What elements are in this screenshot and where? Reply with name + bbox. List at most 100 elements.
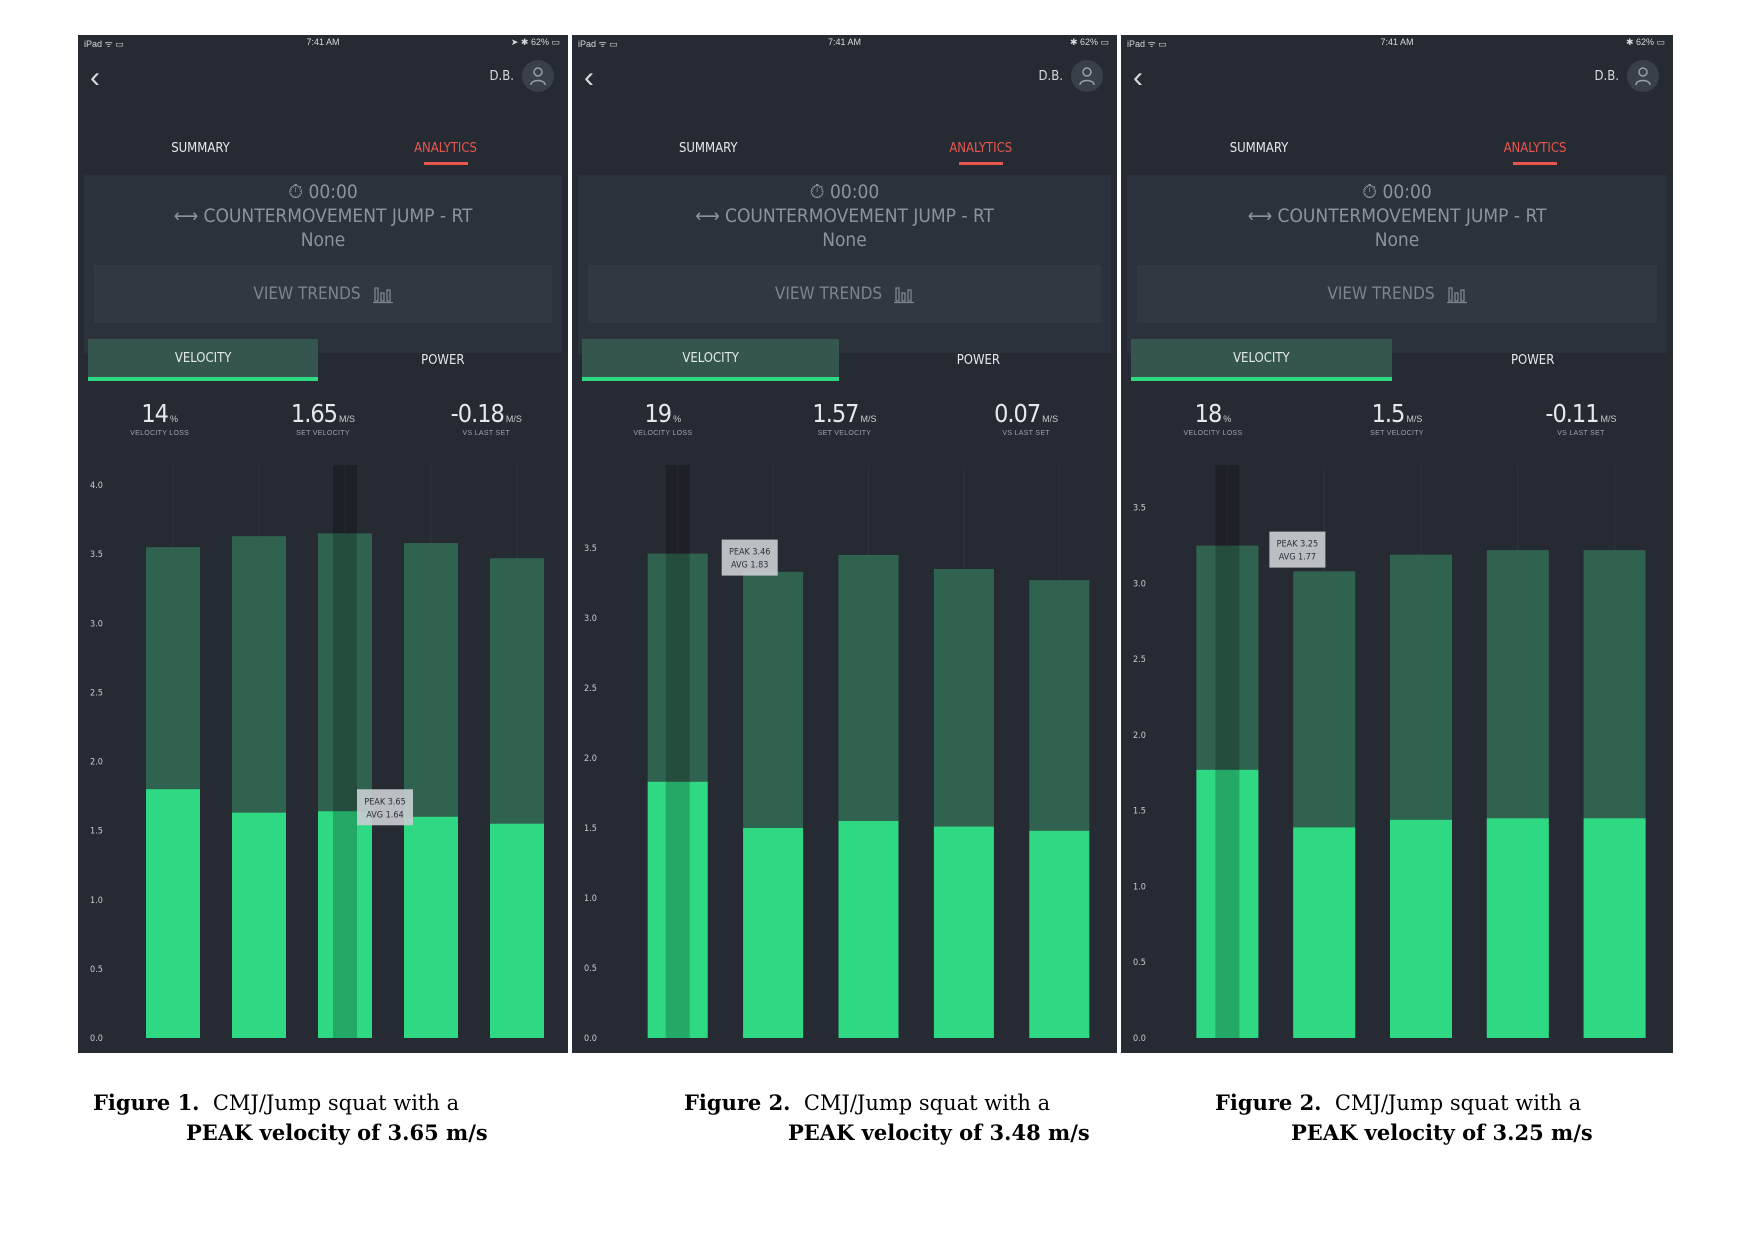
tab-analytics-label: ANALYTICS — [949, 141, 1013, 156]
velocity-toggle[interactable]: VELOCITY — [88, 339, 319, 381]
tooltip-peak: PEAK 3.46 — [729, 548, 770, 558]
velocity-bar-chart[interactable]: 0.00.51.01.52.02.53.03.512345PEAK 3.46AV… — [572, 35, 1117, 1053]
y-tick-label: 2.0 — [1133, 731, 1146, 741]
avg-bar[interactable] — [490, 823, 544, 1038]
status-left: iPad ᯤ ▭ — [578, 39, 618, 49]
avg-bar[interactable] — [1293, 827, 1356, 1038]
view-trends-label: VIEW TRENDS — [253, 284, 361, 304]
view-trends-button[interactable]: VIEW TRENDS — [1137, 265, 1657, 323]
selection-highlight — [333, 465, 357, 1038]
exercise-note: None — [822, 229, 867, 251]
stat-label: VS LAST SET — [462, 430, 511, 437]
status-time: 7:41 AM — [827, 37, 862, 47]
velocity-bar-chart[interactable]: 0.00.51.01.52.02.53.03.54.012345PEAK 3.6… — [78, 35, 568, 1053]
tooltip-avg: AVG 1.64 — [366, 810, 403, 820]
user-menu[interactable]: D.B. — [490, 59, 554, 93]
power-toggle[interactable]: POWER — [956, 352, 1001, 368]
velocity-toggle[interactable]: VELOCITY — [582, 339, 840, 381]
tab-analytics[interactable]: ANALYTICS — [845, 141, 1118, 165]
avatar-icon[interactable] — [1627, 60, 1659, 92]
avg-bar[interactable] — [146, 789, 200, 1038]
bar-chart-icon — [372, 287, 393, 304]
view-trends-button[interactable]: VIEW TRENDS — [94, 265, 552, 323]
stat-unit: M/S — [1600, 414, 1617, 424]
tab-summary[interactable]: SUMMARY — [171, 141, 230, 156]
stat-label: VS LAST SET — [1002, 430, 1050, 437]
app-screen-3: iPad ᯤ ▭ 7:41 AM ✱ 62% ▭ ‹ D.B. SUMMARY … — [1121, 35, 1673, 1053]
avg-bar[interactable] — [1583, 818, 1646, 1038]
y-tick-label: 3.5 — [1133, 504, 1146, 514]
caption-line2: PEAK velocity of 3.48 m/s — [788, 1120, 1090, 1145]
user-menu[interactable]: D.B. — [1595, 59, 1659, 93]
tab-analytics-label: ANALYTICS — [414, 141, 477, 156]
view-trends-button[interactable]: VIEW TRENDS — [588, 265, 1101, 323]
stat-label: VELOCITY LOSS — [130, 430, 190, 437]
tab-summary[interactable]: SUMMARY — [678, 141, 738, 156]
y-tick-label: 2.0 — [584, 754, 597, 764]
tab-summary[interactable]: SUMMARY — [1229, 141, 1289, 156]
avatar-icon[interactable] — [522, 60, 554, 92]
stat-unit: M/S — [1406, 414, 1423, 424]
stat-value: 1.5 — [1371, 399, 1406, 428]
exercise-note: None — [1374, 229, 1420, 251]
avg-bar[interactable] — [1196, 769, 1259, 1038]
back-chevron-icon[interactable]: ‹ — [1133, 61, 1143, 94]
status-bar: iPad ᯤ ▭ 7:41 AM ➤ ✱ 62% ▭ — [78, 35, 568, 49]
y-tick-label: 1.5 — [1133, 807, 1146, 817]
y-tick-label: 3.5 — [584, 544, 597, 554]
tab-bar: SUMMARY ANALYTICS — [572, 131, 1117, 171]
avg-bar[interactable] — [933, 826, 994, 1038]
y-tick-label: 3.0 — [584, 614, 597, 624]
user-menu[interactable]: D.B. — [1039, 59, 1103, 93]
figure-caption-2: Figure 2. CMJ/Jump squat with a PEAK vel… — [684, 1088, 1090, 1147]
tooltip-avg: AVG 1.77 — [1279, 553, 1316, 563]
selection-highlight — [665, 465, 690, 1038]
avg-bar[interactable] — [1390, 819, 1452, 1038]
avg-bar[interactable] — [647, 781, 708, 1038]
app-screen-2: iPad ᯤ ▭ 7:41 AM ✱ 62% ▭ ‹ D.B. SUMMARY … — [572, 35, 1117, 1053]
status-right: ✱ 62% ▭ — [1069, 37, 1109, 47]
user-initials: D.B. — [489, 68, 514, 84]
power-toggle[interactable]: POWER — [1510, 352, 1555, 368]
y-tick-label: 2.5 — [90, 688, 103, 698]
caption-text: CMJ/Jump squat with a — [212, 1091, 460, 1115]
tab-active-indicator — [423, 162, 468, 165]
avg-bar[interactable] — [318, 811, 372, 1038]
tooltip-box — [1269, 531, 1326, 568]
avatar-icon[interactable] — [1071, 60, 1103, 92]
y-tick-label: 1.5 — [584, 824, 597, 834]
caption-text: CMJ/Jump squat with a — [1334, 1091, 1582, 1115]
avg-bar[interactable] — [404, 816, 458, 1038]
stat-velocity-loss: 18% VELOCITY LOSS — [1121, 399, 1305, 437]
tooltip-box — [721, 539, 778, 576]
avg-bar[interactable] — [1486, 818, 1549, 1038]
back-chevron-icon[interactable]: ‹ — [90, 61, 100, 94]
y-tick-label: 2.5 — [584, 684, 597, 694]
avg-bar[interactable] — [743, 828, 804, 1038]
y-tick-label: 3.0 — [90, 619, 103, 629]
y-tick-label: 0.0 — [90, 1034, 103, 1044]
stat-value: 14 — [141, 399, 169, 428]
back-chevron-icon[interactable]: ‹ — [584, 61, 594, 94]
stat-unit: % — [673, 414, 682, 424]
velocity-bar-chart[interactable]: 0.00.51.01.52.02.53.03.512345PEAK 3.25AV… — [1121, 35, 1673, 1053]
tab-analytics[interactable]: ANALYTICS — [1397, 141, 1673, 165]
stat-value: 1.57 — [812, 399, 859, 428]
stat-velocity-loss: 14% VELOCITY LOSS — [78, 399, 241, 437]
user-initials: D.B. — [1038, 68, 1063, 84]
metric-toggle: VELOCITY POWER — [582, 339, 1107, 381]
avg-bar[interactable] — [838, 821, 899, 1038]
power-toggle[interactable]: POWER — [421, 352, 465, 368]
metric-toggle: VELOCITY POWER — [88, 339, 558, 381]
stat-label: SET VELOCITY — [1370, 430, 1424, 437]
tab-analytics[interactable]: ANALYTICS — [323, 141, 568, 165]
status-bar: iPad ᯤ ▭ 7:41 AM ✱ 62% ▭ — [1121, 35, 1673, 49]
y-tick-label: 0.5 — [90, 965, 103, 975]
stat-set-velocity: 1.65 M/S SET VELOCITY — [241, 399, 404, 437]
view-trends-label: VIEW TRENDS — [774, 284, 883, 304]
avg-bar[interactable] — [232, 812, 286, 1038]
stat-unit: M/S — [860, 414, 877, 424]
stats-row: 14% VELOCITY LOSS 1.65 M/S SET VELOCITY -… — [78, 399, 568, 449]
velocity-toggle[interactable]: VELOCITY — [1131, 339, 1392, 381]
avg-bar[interactable] — [1029, 830, 1090, 1038]
